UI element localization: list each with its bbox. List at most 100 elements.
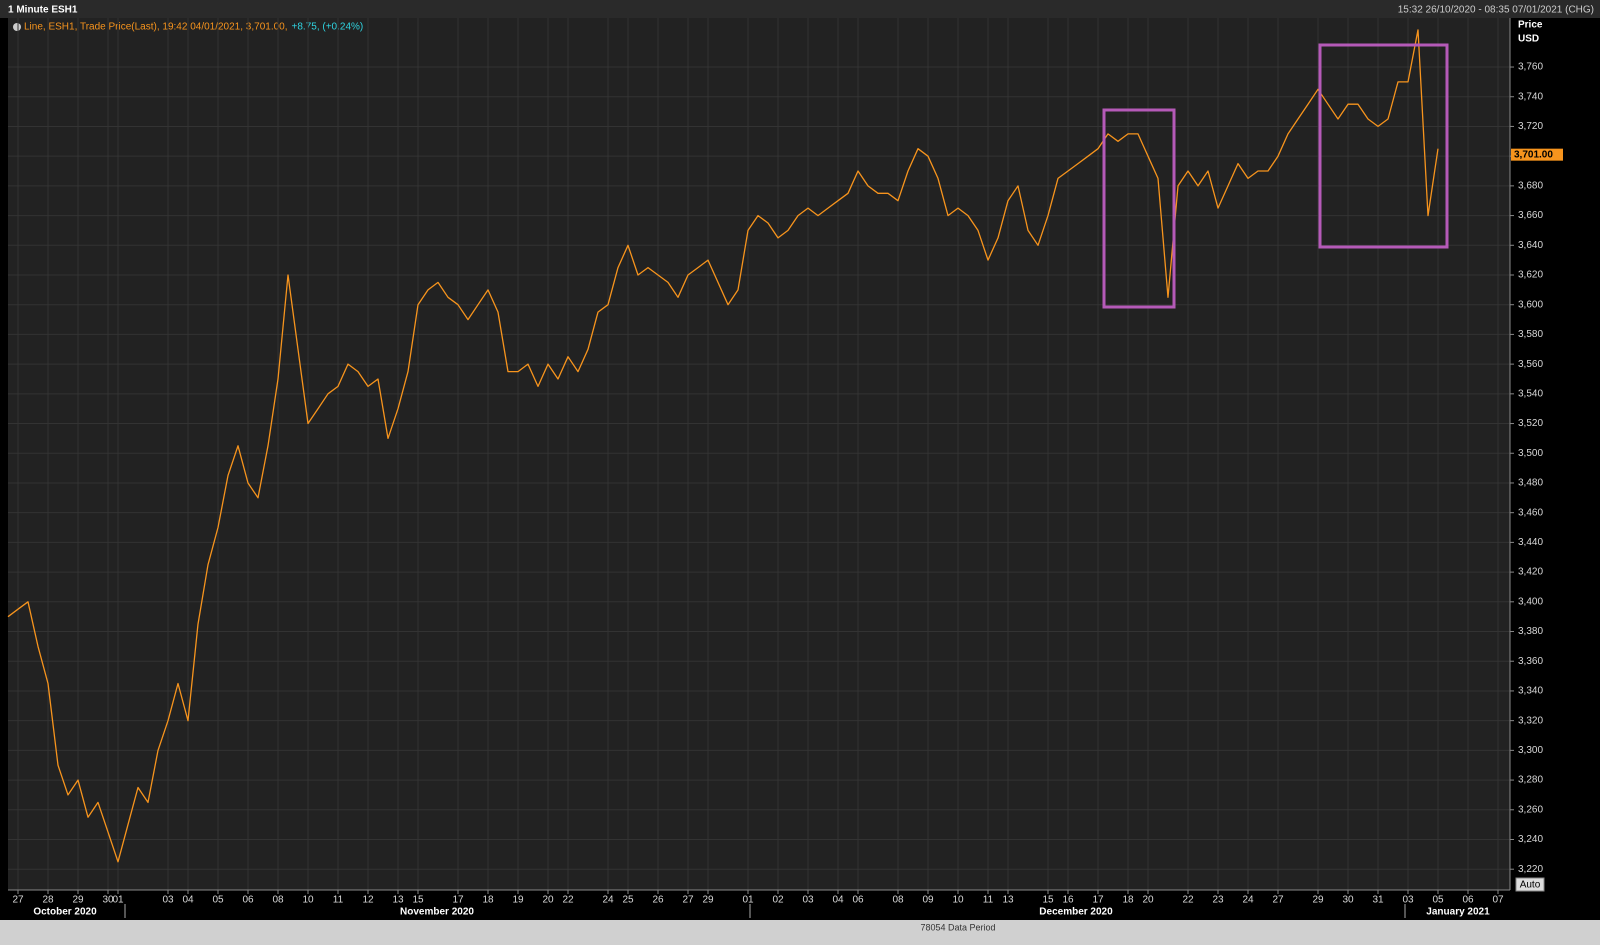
y-tick-label: 3,620 (1518, 270, 1543, 281)
last-price-label: 3,701.00 (1514, 149, 1553, 160)
y-tick-label: 3,760 (1518, 62, 1543, 73)
x-tick-label: 15 (1042, 895, 1054, 906)
y-tick-label: 3,540 (1518, 388, 1543, 399)
y-tick-label: 3,300 (1518, 745, 1543, 756)
y-tick-label: 3,240 (1518, 834, 1543, 845)
y-tick-label: 3,420 (1518, 567, 1543, 578)
x-tick-label: 04 (182, 895, 194, 906)
x-tick-label: 16 (1062, 895, 1074, 906)
x-tick-label: 17 (1092, 895, 1104, 906)
x-tick-label: 25 (622, 895, 634, 906)
change-label: +8.75, (+0.24%) (292, 22, 364, 33)
month-label: January 2021 (1426, 907, 1490, 918)
x-tick-label: 30 (102, 895, 114, 906)
chart-title: 1 Minute ESH1 (8, 5, 78, 16)
x-tick-label: 11 (983, 895, 994, 906)
x-tick-label: 17 (452, 895, 464, 906)
x-tick-label: 20 (542, 895, 554, 906)
plot-area (8, 18, 1510, 890)
month-label: November 2020 (400, 907, 474, 918)
x-tick-label: 07 (1492, 895, 1504, 906)
y-tick-label: 3,360 (1518, 656, 1543, 667)
x-tick-label: 27 (1272, 895, 1284, 906)
x-tick-label: 10 (302, 895, 314, 906)
x-tick-label: 22 (562, 895, 574, 906)
legend-entry: Line, ESH1, Trade Price(Last), 19:42 04/… (24, 22, 288, 33)
x-tick-label: 13 (392, 895, 404, 906)
x-tick-label: 27 (12, 895, 24, 906)
price-line (7, 29, 1439, 863)
x-tick-label: 03 (162, 895, 174, 906)
x-tick-label: 18 (482, 895, 494, 906)
x-tick-label: 29 (1312, 895, 1324, 906)
x-tick-label: 31 (1372, 895, 1384, 906)
x-tick-label: 04 (832, 895, 844, 906)
y-tick-label: 3,280 (1518, 775, 1543, 786)
y-tick-label: 3,680 (1518, 181, 1543, 192)
x-tick-label: 19 (512, 895, 524, 906)
x-tick-label: 06 (852, 895, 864, 906)
x-tick-label: 10 (952, 895, 964, 906)
y-tick-label: 3,340 (1518, 686, 1543, 697)
y-tick-label: 3,560 (1518, 359, 1543, 370)
x-tick-label: 08 (272, 895, 284, 906)
y-tick-label: 3,580 (1518, 329, 1543, 340)
month-label: October 2020 (33, 907, 97, 918)
x-tick-label: 26 (652, 895, 664, 906)
x-tick-label: 27 (682, 895, 694, 906)
y-tick-label: 3,460 (1518, 507, 1543, 518)
y-tick-label: 3,220 (1518, 864, 1543, 875)
x-tick-label: 12 (362, 895, 374, 906)
highlight-box (1318, 43, 1449, 249)
y-tick-label: 3,380 (1518, 626, 1543, 637)
scrollbar[interactable] (0, 920, 1600, 945)
y-tick-label: 3,660 (1518, 210, 1543, 221)
y-axis-label: Price (1518, 20, 1543, 31)
x-tick-label: 30 (1342, 895, 1354, 906)
x-tick-label: 01 (742, 895, 754, 906)
y-tick-label: 3,440 (1518, 537, 1543, 548)
x-tick-label: 09 (922, 895, 934, 906)
x-tick-label: 11 (333, 895, 344, 906)
header-bar (0, 0, 1600, 18)
y-tick-label: 3,520 (1518, 418, 1543, 429)
legend-icon (13, 23, 21, 31)
x-tick-label: 29 (702, 895, 714, 906)
auto-button-label[interactable]: Auto (1520, 880, 1541, 891)
y-tick-label: 3,640 (1518, 240, 1543, 251)
x-tick-label: 03 (802, 895, 814, 906)
x-tick-label: 03 (1402, 895, 1414, 906)
x-tick-label: 22 (1182, 895, 1194, 906)
x-tick-label: 24 (602, 895, 614, 906)
x-tick-label: 13 (1002, 895, 1014, 906)
y-tick-label: 3,480 (1518, 478, 1543, 489)
x-tick-label: 01 (112, 895, 124, 906)
y-tick-label: 3,500 (1518, 448, 1543, 459)
x-tick-label: 23 (1212, 895, 1224, 906)
x-tick-label: 18 (1122, 895, 1134, 906)
month-label: December 2020 (1039, 907, 1113, 918)
y-tick-label: 3,720 (1518, 121, 1543, 132)
x-tick-label: 28 (42, 895, 54, 906)
footer: 78054 Data Period (920, 922, 995, 932)
y-axis-unit: USD (1518, 34, 1539, 45)
x-tick-label: 15 (412, 895, 424, 906)
x-tick-label: 29 (72, 895, 84, 906)
auto-button[interactable] (1515, 877, 1545, 892)
last-price-flag (1511, 148, 1563, 161)
x-tick-label: 06 (242, 895, 254, 906)
x-tick-label: 02 (772, 895, 784, 906)
x-tick-label: 06 (1462, 895, 1474, 906)
y-tick-label: 3,600 (1518, 299, 1543, 310)
y-tick-label: 3,740 (1518, 91, 1543, 102)
x-tick-label: 20 (1142, 895, 1154, 906)
x-tick-label: 05 (212, 895, 224, 906)
y-tick-label: 3,260 (1518, 804, 1543, 815)
x-tick-label: 24 (1242, 895, 1254, 906)
y-tick-label: 3,400 (1518, 596, 1543, 607)
x-tick-label: 08 (892, 895, 904, 906)
date-range: 15:32 26/10/2020 - 08:35 07/01/2021 (CHG… (1398, 5, 1594, 16)
highlight-box (1102, 108, 1176, 309)
x-tick-label: 05 (1432, 895, 1444, 906)
